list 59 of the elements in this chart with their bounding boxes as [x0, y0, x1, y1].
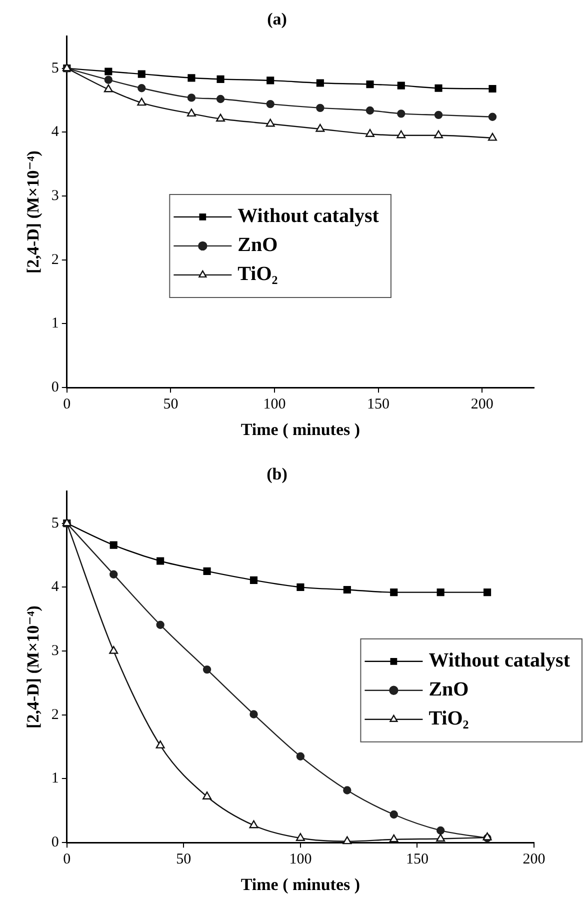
legend-label: Without catalyst	[428, 650, 570, 672]
y-tick-label: 1	[51, 770, 59, 787]
y-axis-title: [2,4-D] (M×10⁻⁴)	[24, 606, 43, 728]
x-axis-title: Time ( minutes )	[240, 420, 360, 440]
chart-title: (a)	[267, 10, 287, 29]
x-tick-label: 150	[367, 396, 390, 413]
x-tick-label: 50	[176, 852, 192, 868]
y-axis-title: [2,4-D] (M×10⁻⁴)	[24, 150, 43, 274]
x-tick-label: 0	[63, 396, 71, 413]
y-tick-label: 5	[51, 515, 59, 532]
point	[250, 576, 258, 584]
x-tick-label: 200	[522, 852, 546, 868]
y-tick-label: 2	[51, 706, 59, 723]
point	[390, 588, 398, 596]
legend-label: ZnO	[238, 234, 278, 256]
y-tick-label: 4	[51, 579, 60, 596]
point	[390, 810, 398, 819]
legend-label: TiO₂	[238, 263, 278, 286]
y-tick-label: 0	[51, 380, 59, 396]
point	[436, 588, 444, 596]
point	[250, 710, 258, 718]
y-tick-label: 2	[51, 252, 59, 268]
point	[343, 586, 351, 594]
y-tick-label: 3	[51, 188, 59, 204]
point	[342, 836, 352, 844]
y-tick-label: 1	[51, 316, 59, 332]
point	[156, 620, 164, 629]
x-tick-label: 100	[263, 396, 286, 413]
x-tick-label: 0	[63, 852, 71, 868]
point	[156, 557, 164, 565]
point	[296, 833, 305, 841]
x-axis-title: Time ( minutes )	[240, 875, 360, 894]
point	[343, 786, 352, 794]
point	[484, 588, 492, 596]
y-tick-label: 3	[51, 642, 59, 659]
point	[436, 826, 445, 835]
y-tick-label: 4	[51, 124, 60, 140]
point	[296, 752, 305, 760]
point	[110, 541, 118, 549]
y-tick-label: 5	[51, 60, 59, 76]
point	[202, 792, 212, 800]
y-tick-label: 0	[51, 834, 59, 851]
point	[202, 665, 212, 674]
point	[436, 834, 446, 842]
chart-title: (b)	[266, 464, 288, 484]
point	[110, 570, 118, 579]
point	[249, 820, 258, 828]
x-tick-label: 100	[289, 852, 312, 868]
legend-label: TiO₂	[428, 708, 469, 730]
point	[156, 740, 165, 748]
legend-label: ZnO	[428, 678, 469, 701]
point	[203, 567, 211, 575]
x-tick-label: 150	[406, 852, 428, 868]
point	[109, 646, 118, 654]
legend-label: Without catalyst	[238, 205, 380, 228]
point	[389, 834, 398, 842]
point	[296, 583, 304, 591]
x-tick-label: 200	[470, 396, 494, 413]
x-tick-label: 50	[163, 396, 178, 413]
